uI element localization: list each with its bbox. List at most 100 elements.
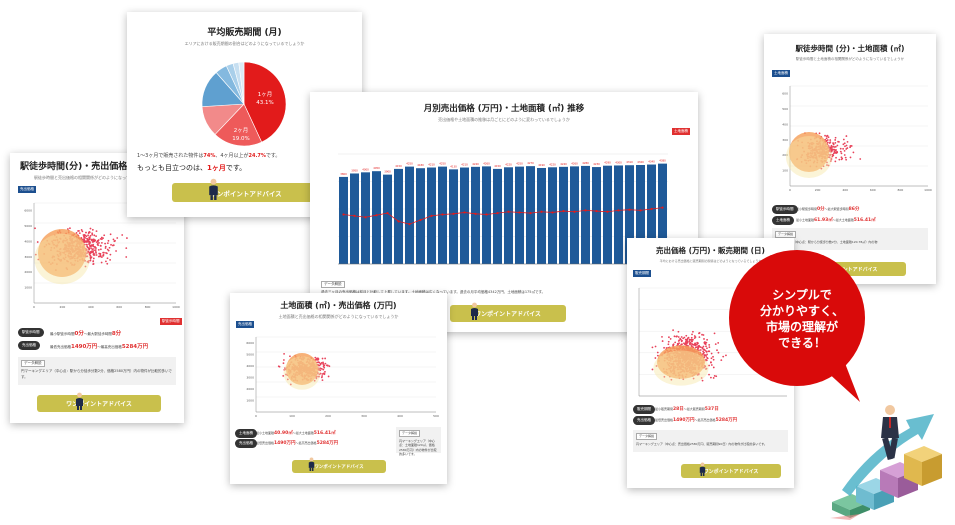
stat-value: 0分 — [817, 207, 825, 212]
note-label: データ解説 — [636, 433, 658, 440]
walk-land-scatter: 0 200 400 600 800 1000 100 200 300 400 500 600 — [782, 85, 932, 192]
scatter-point — [685, 341, 687, 344]
stat-value: 0分 — [74, 331, 84, 337]
scatter-point — [710, 357, 713, 360]
scatter-point — [708, 344, 711, 346]
scatter-point — [701, 379, 704, 382]
bar-value-label: 4320 — [637, 160, 644, 164]
stat-value: 5284万円 — [715, 418, 738, 423]
stat-label: 最低売出価格 — [50, 345, 71, 349]
x-tick-label: 200 — [60, 305, 66, 309]
scatter-point — [91, 232, 94, 235]
data-note: データ解説過去三ヶ月の売出価格は前月と比較して上昇しています。土地面積は広くなっ… — [318, 278, 688, 296]
scatter-point — [121, 234, 124, 236]
scatter-point — [661, 335, 663, 338]
scatter-point — [89, 227, 92, 230]
scatter-point — [712, 358, 715, 361]
data-note: データ解説 円マーキングエリア（中心点：売出価格2580万円、販売期間90日）内の… — [633, 430, 788, 452]
scatter-point — [87, 232, 90, 235]
stat-label: 最小土地面積 — [796, 218, 815, 222]
scatter-point — [95, 254, 98, 256]
scatter-point — [315, 357, 318, 360]
scatter-point — [99, 252, 102, 255]
data-note: データ解説 円マーキングエリア（中心点：土地面積120㎡、価格2580万円）内の物… — [396, 427, 441, 456]
scatter-point — [98, 241, 100, 244]
stat-label: 最低売出価格 — [655, 418, 674, 422]
advice-button[interactable]: ワンポイントアドバイス — [681, 462, 781, 478]
bar-value-label: 4230 — [593, 162, 600, 166]
bar-value-label: 4220 — [505, 162, 512, 166]
scatter-point — [691, 340, 693, 343]
scatter-point — [829, 160, 832, 163]
scatter-point — [835, 149, 837, 151]
scatter-point — [109, 233, 112, 236]
scatter-point — [69, 227, 71, 230]
data-note: データ解説 円マーキング（中心点：駅から分徒歩分数2分、土地面積120.78㎡）内… — [772, 228, 928, 250]
summary-text: もっとも目立つのは、 — [137, 164, 207, 172]
scatter-point — [828, 156, 831, 159]
scatter-point — [708, 373, 710, 376]
x-tick-label: 600 — [870, 188, 876, 192]
bar-value-label: 4150 — [494, 164, 501, 168]
scatter-point — [282, 375, 285, 377]
scatter-point — [314, 356, 317, 359]
scatter-point — [86, 252, 88, 255]
scatter-point — [704, 365, 707, 368]
scatter-point — [703, 351, 705, 354]
stairs-man-icon — [830, 405, 942, 520]
stat-label: 〜最大土地面積 — [292, 431, 314, 435]
scatter-point — [88, 243, 90, 246]
scatter-point — [833, 148, 836, 151]
note-text: 円マーキング（中心点：駅から分徒歩分数2分、土地面積120.78㎡）内の物 — [775, 239, 878, 244]
card-subtitle: エリアにおける販売期間の割合はどのようになっているでしょうか — [184, 41, 305, 46]
scatter-point — [89, 234, 92, 237]
scatter-point — [112, 244, 115, 247]
scatter-point — [691, 333, 693, 336]
advice-button[interactable]: ワンポイントアドバイス — [292, 457, 386, 473]
stat-value: 516.41㎡ — [313, 431, 336, 436]
summary-text: 、4ヶ月以上が — [215, 153, 249, 159]
card-subtitle: 売出価格や土地面積の推移は月ごとにどのように変わっているでしょうか — [438, 117, 570, 122]
bar — [658, 163, 667, 264]
note-label: データ解説 — [21, 360, 45, 368]
stat-text: 最小土地面積40.90㎡〜最大土地面積516.41㎡ — [256, 430, 336, 436]
scatter-point — [654, 357, 657, 359]
scatter-point — [282, 362, 285, 365]
pie-slice-label: 19.0% — [232, 136, 249, 142]
scatter-point — [100, 241, 103, 244]
scatter-point — [698, 332, 700, 335]
scatter-point — [324, 370, 326, 373]
bubble-line: 分かりやすく、 — [759, 304, 844, 318]
scatter-point — [717, 351, 720, 354]
stat-pill: 駅徒歩時間 — [772, 205, 798, 214]
stat-pill: 売出価格 — [633, 416, 655, 425]
bar — [460, 167, 469, 264]
scatter-point — [89, 251, 92, 254]
stat-label: 最小駅徒歩時間 — [796, 207, 818, 211]
scatter-point — [840, 152, 843, 155]
scatter-point — [834, 136, 837, 139]
scatter-point — [824, 134, 826, 137]
bar — [614, 165, 623, 264]
x-tick-label: 400 — [397, 414, 403, 418]
scatter-point — [849, 156, 852, 159]
scatter-point — [845, 158, 848, 161]
stat-label: 最小販売期間 — [655, 407, 674, 411]
scatter-point — [705, 350, 708, 353]
scatter-point — [89, 259, 92, 262]
scatter-point — [716, 349, 718, 352]
scatter-point — [846, 147, 849, 149]
note-text: 円マーキングエリア（中心点：売出価格2580万円、販売期間90日）内の物件が比較… — [636, 441, 767, 446]
stat-value: 28日 — [673, 407, 684, 412]
advice-button[interactable]: ワンポイントアドバイス — [37, 392, 161, 412]
scatter-point — [97, 255, 100, 258]
advice-button[interactable]: ワンポイントアドバイス — [172, 178, 320, 202]
card-title: 平均販売期間 (月) — [207, 28, 282, 38]
scatter-point — [92, 260, 95, 262]
scatter-point — [841, 157, 844, 160]
scatter-point — [96, 243, 99, 246]
scatter-point — [84, 265, 87, 268]
note-label: データ解説 — [775, 231, 797, 238]
scatter-point — [705, 358, 707, 361]
advice-button[interactable]: ワンポイントアドバイス — [450, 302, 566, 322]
